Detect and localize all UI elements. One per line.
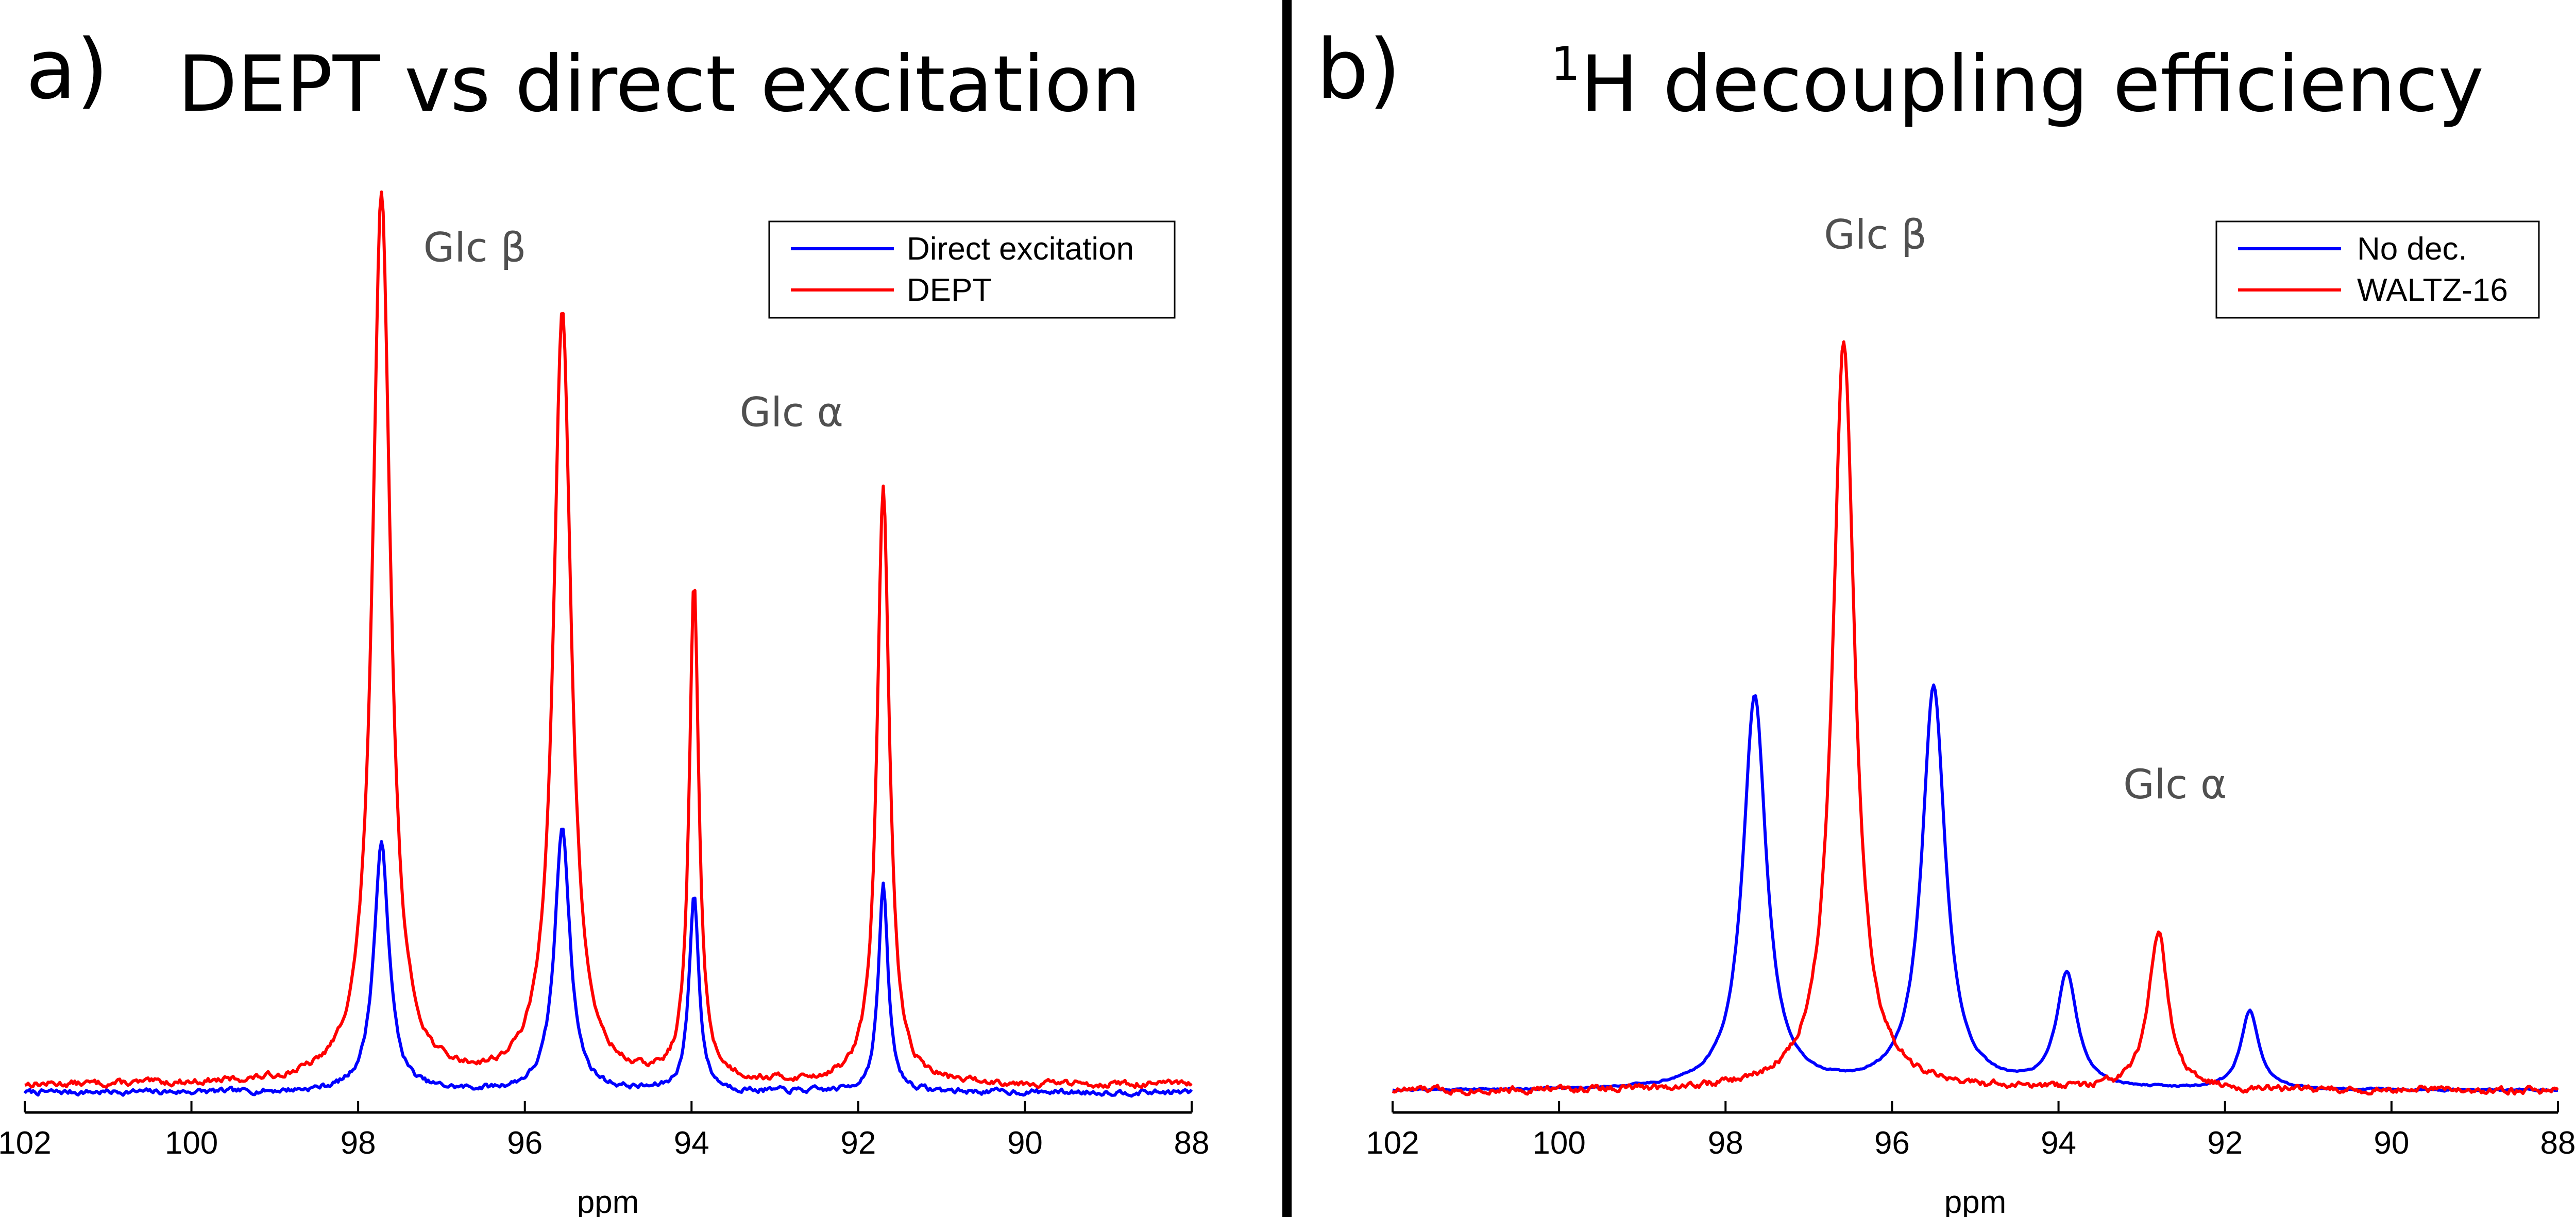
x-tick-label: 90	[1007, 1125, 1043, 1161]
annotation-glc-alpha: Glc α	[740, 390, 843, 436]
panel-b: b) 1H decoupling efficiency 102 100 98 96 94…	[1316, 21, 2575, 1217]
plot-b-series	[1392, 340, 2559, 1096]
x-tick-label: 96	[507, 1125, 543, 1161]
legend-a-label-direct: Direct excitation	[907, 231, 1134, 267]
x-tick-label: 98	[1708, 1125, 1743, 1161]
annotation-glc-beta: Glc β	[423, 225, 527, 271]
x-tick-label: 94	[674, 1125, 709, 1161]
plot-b: 102 100 98 96 94 92 90 88 ppm Glc β Glc α No de…	[1366, 170, 2575, 1217]
series-line-waltz-16	[1392, 340, 2559, 1096]
plot-b-bg	[1393, 170, 2558, 1112]
x-tick-label: 100	[1532, 1125, 1585, 1161]
legend-b-box	[2215, 220, 2540, 319]
legend-b-label-nodec: No dec.	[2357, 231, 2467, 267]
annotation-glc-beta: Glc β	[1824, 212, 1927, 259]
plot-a-series	[23, 190, 1193, 1098]
plot-a-ticks: 102 100 98 96 94 92 90 88	[0, 1101, 1209, 1161]
panel-a: a) DEPT vs direct excitation 102 100 98 96 9…	[0, 21, 1209, 1217]
series-line-no-dec	[1392, 683, 2558, 1093]
annotation-glc-alpha: Glc α	[2123, 762, 2227, 808]
legend-b-label-waltz: WALTZ-16	[2357, 272, 2508, 308]
legend-a-box	[768, 220, 1176, 319]
panel-b-letter: b)	[1316, 21, 1401, 117]
panel-divider	[1282, 0, 1292, 1217]
panel-a-letter: a)	[26, 21, 108, 117]
plot-b-ticks: 102 100 98 96 94 92 90 88	[1366, 1101, 2575, 1161]
x-tick-label: 96	[1874, 1125, 1910, 1161]
x-tick-label: 102	[1366, 1125, 1419, 1161]
x-tick-label: 88	[1174, 1125, 1210, 1161]
panel-b-title-text: H decoupling efficiency	[1580, 40, 2484, 129]
x-tick-label: 88	[2540, 1125, 2576, 1161]
legend-a-label-dept: DEPT	[907, 272, 992, 308]
legend-b: No dec. WALTZ-16	[2215, 220, 2540, 319]
x-tick-label: 100	[165, 1125, 218, 1161]
series-line-direct-excitation	[23, 828, 1193, 1098]
x-tick-label: 98	[341, 1125, 376, 1161]
series-line-dept	[24, 190, 1193, 1089]
panel-b-title: 1H decoupling efficiency	[1551, 37, 2484, 129]
x-tick-label: 92	[2207, 1125, 2243, 1161]
x-tick-label: 102	[0, 1125, 52, 1161]
plot-a-xlabel: ppm	[577, 1185, 639, 1217]
plot-b-xlabel: ppm	[1944, 1185, 2007, 1217]
x-tick-label: 92	[840, 1125, 876, 1161]
x-tick-label: 94	[2041, 1125, 2076, 1161]
panel-a-title: DEPT vs direct excitation	[178, 40, 1141, 129]
plot-a-bg	[25, 170, 1192, 1112]
panel-b-title-superscript: 1	[1551, 37, 1580, 91]
legend-a: Direct excitation DEPT	[768, 220, 1176, 319]
x-tick-label: 90	[2374, 1125, 2409, 1161]
plot-a: 102 100 98 96 94 92 90 88 ppm Glc β Glc α Direc…	[0, 170, 1209, 1217]
